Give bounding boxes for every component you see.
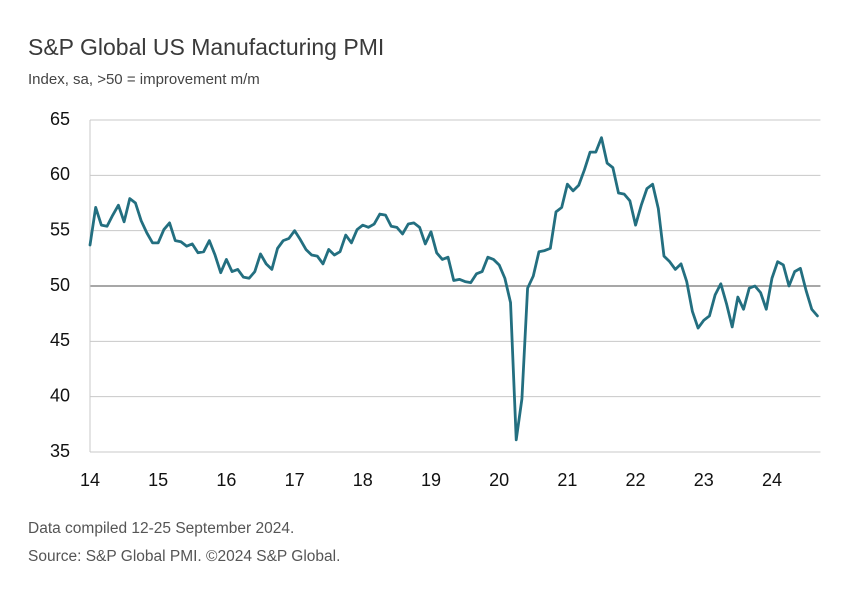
y-tick-label: 40 — [50, 385, 70, 405]
x-tick-label: 19 — [421, 470, 441, 490]
x-tick-label: 22 — [626, 470, 646, 490]
pmi-line — [88, 136, 819, 442]
x-tick-label: 21 — [557, 470, 577, 490]
y-tick-label: 55 — [50, 219, 70, 239]
chart-subtitle: Index, sa, >50 = improvement m/m — [28, 71, 260, 88]
x-tick-label: 16 — [216, 470, 236, 490]
x-tick-label: 20 — [489, 470, 509, 490]
y-tick-label: 45 — [50, 330, 70, 350]
y-tick-label: 65 — [50, 109, 70, 129]
chart-title: S&P Global US Manufacturing PMI — [28, 34, 384, 60]
y-tick-label: 60 — [50, 164, 70, 184]
y-tick-label: 35 — [50, 441, 70, 461]
x-tick-label: 18 — [353, 470, 373, 490]
x-tick-label: 24 — [762, 470, 782, 490]
x-tick-label: 14 — [80, 470, 100, 490]
footnote: Data compiled 12-25 September 2024. — [28, 520, 294, 537]
x-tick-label: 15 — [148, 470, 168, 490]
x-tick-label: 23 — [694, 470, 714, 490]
x-tick-label: 17 — [285, 470, 305, 490]
source-note: Source: S&P Global PMI. ©2024 S&P Global… — [28, 548, 340, 565]
y-tick-label: 50 — [50, 275, 70, 295]
